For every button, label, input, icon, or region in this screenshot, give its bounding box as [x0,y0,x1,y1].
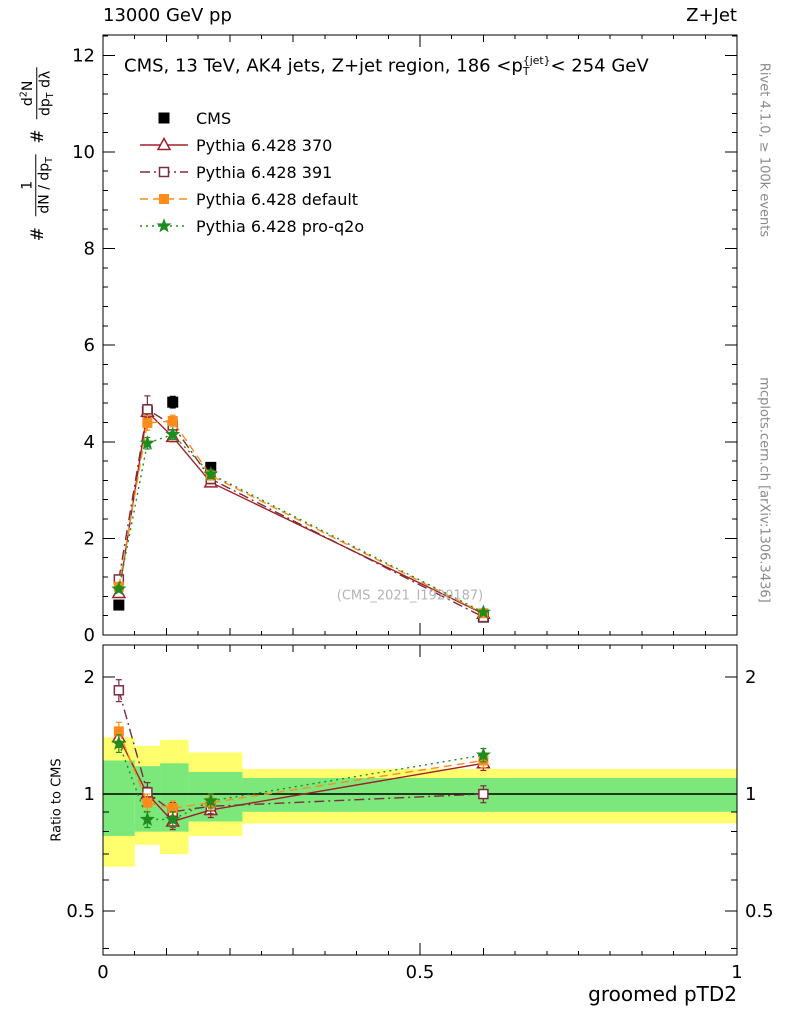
svg-text:0.5: 0.5 [406,962,435,983]
legend-item-pq2o: Pythia 6.428 pro-q2o [140,217,364,236]
svg-text:0.5: 0.5 [745,901,774,922]
uncertainty-bands [103,737,738,867]
svg-text:Pythia 6.428 pro-q2o: Pythia 6.428 pro-q2o [196,217,364,236]
legend-item-p391: Pythia 6.428 391 [140,163,332,182]
x-axis-label: groomed pTD2 [588,982,737,1006]
svg-text:Pythia 6.428 default: Pythia 6.428 default [196,190,358,209]
plot-title: CMS, 13 TeV, AK4 jets, Z+jet region, 186… [124,54,649,79]
band-green [242,777,738,812]
legend-item-cms: CMS [158,109,231,128]
ratio-panel-frame [102,644,738,956]
svg-text:0: 0 [84,625,95,646]
svg-text:4: 4 [84,432,95,453]
axis-ticks [102,35,738,955]
ylabel-fraction-1: 1 dN / dpT [19,154,57,217]
svg-text:2: 2 [84,528,95,549]
rivet-version-label: Rivet 4.1.0, ≥ 100k events [756,62,772,238]
series-pq2o [111,426,491,829]
svg-text:10: 10 [72,142,95,163]
svg-text:6: 6 [84,335,95,356]
ylabel-hash-1: # [28,227,49,242]
ylabel-fraction-2: d2N dpT dλ [18,67,56,119]
svg-text:12: 12 [72,45,95,66]
beam-energy-label: 13000 GeV pp [103,5,232,26]
svg-text:Pythia 6.428 370: Pythia 6.428 370 [196,136,332,155]
svg-text:2: 2 [745,667,756,688]
ylabel-hash-2: # [28,129,49,144]
svg-text:1: 1 [731,962,742,983]
svg-text:1: 1 [84,784,95,805]
svg-text:CMS: CMS [196,109,231,128]
ratio-y-axis-label: Ratio to CMS [49,758,65,842]
process-label: Z+Jet [686,5,737,26]
main-y-axis-label: # 1 dN / dpT # d2N dpT dλ [18,63,57,242]
analysis-watermark: (CMS_2021_I1920187) [336,588,484,604]
svg-text:2: 2 [84,667,95,688]
legend: CMS Pythia 6.428 370 Pythia 6.428 391 Pythi… [140,109,364,236]
mcplots-reference-label: mcplots.cern.ch [arXiv:1306.3436] [756,377,772,603]
svg-text:1: 1 [745,784,756,805]
svg-text:Pythia 6.428 391: Pythia 6.428 391 [196,163,332,182]
svg-text:8: 8 [84,239,95,260]
main-panel-frame [102,34,738,636]
legend-item-p370: Pythia 6.428 370 [140,136,332,155]
svg-text:0: 0 [97,962,108,983]
legend-item-pdefault: Pythia 6.428 default [140,190,358,209]
svg-text:0.5: 0.5 [66,901,95,922]
